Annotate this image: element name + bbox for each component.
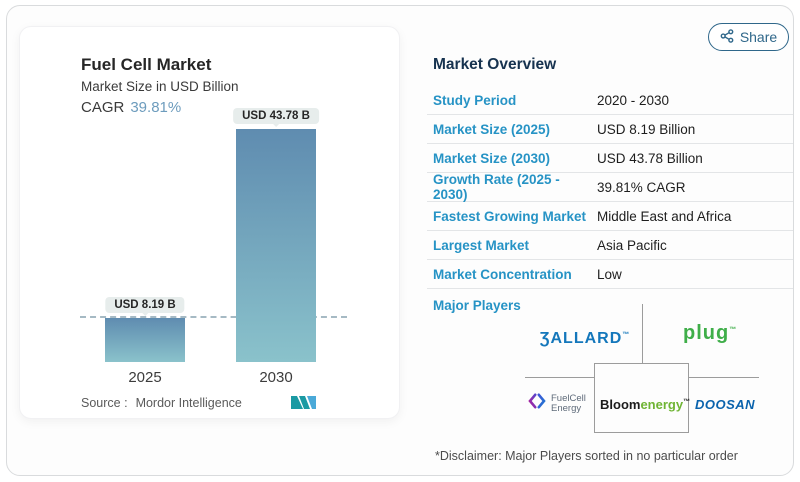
report-card: Fuel Cell Market Market Size in USD Bill… [6,5,794,476]
row-label: Market Size (2025) [433,121,551,137]
table-row: Study Period 2020 - 2030 [427,86,793,115]
tree-vertical-line [642,304,643,363]
trademark-symbol: ™ [729,326,738,334]
cagr-value: 39.81% [130,99,182,116]
bar-chart-plot: USD 8.19 B USD 43.78 B [20,27,401,362]
table-row: Market Size (2025) USD 8.19 Billion [427,115,793,144]
tree-branch-right [689,377,759,378]
x-axis-label-2030: 2030 [259,369,293,386]
bar-2030[interactable] [236,129,316,362]
bloom-energy-logo: Bloomenergy™ [600,397,690,412]
value-tooltip-2030: USD 43.78 B [233,108,319,124]
fuelcell-energy-logo: FuelCell Energy [528,392,586,415]
fuelcell-diamond-icon [528,392,546,415]
overview-table: Study Period 2020 - 2030 Market Size (20… [427,86,793,289]
overview-heading: Market Overview [433,56,557,73]
row-label: Largest Market [433,237,530,253]
mordor-intelligence-logo-icon [291,396,317,415]
table-row: Largest Market Asia Pacific [427,231,793,260]
bloom-logo-text-black: Bloom [600,397,641,412]
table-row: Market Size (2030) USD 43.78 Billion [427,144,793,173]
share-button-label: Share [739,29,778,45]
value-label-2030: USD 43.78 B [242,110,310,122]
chart-cagr: CAGR 39.81% [81,99,181,116]
fuelcell-text-line2: Energy [551,402,582,414]
baseline-dashed-line [80,316,347,318]
source-label: Source : [81,396,128,410]
plug-power-logo: plug™ [683,322,736,345]
row-label: Market Concentration [433,266,572,282]
value-tooltip-2025: USD 8.19 B [105,297,185,313]
cagr-label: CAGR [81,99,125,116]
trademark-symbol: ™ [683,398,691,406]
table-row: Market Concentration Low [427,260,793,289]
ballard-logo-text: ƷALLARD [539,330,623,347]
trademark-symbol: ™ [622,331,631,339]
source-value: Mordor Intelligence [135,396,242,410]
tree-center-box [594,363,689,433]
disclaimer-text: *Disclaimer: Major Players sorted in no … [435,449,738,463]
plug-logo-text: plug [683,322,730,344]
doosan-logo: DOOSAN [695,397,756,412]
row-label: Study Period [433,92,517,108]
chart-subtitle: Market Size in USD Billion [81,79,239,94]
row-value: USD 8.19 Billion [597,121,696,137]
tree-branch-left [525,377,594,378]
major-players-label: Major Players [433,298,521,313]
row-label: Growth Rate (2025 - 2030) [433,172,560,202]
row-label: Fastest Growing Market [433,208,587,224]
chart-title: Fuel Cell Market [81,55,212,74]
x-axis-label-2025: 2025 [128,369,162,386]
row-value: USD 43.78 Billion [597,150,703,166]
share-icon [720,28,734,46]
ballard-logo: ƷALLARD™ [535,330,635,348]
row-label: Market Size (2030) [433,150,551,166]
row-value: Middle East and Africa [597,208,732,224]
bar-2025[interactable] [105,318,185,362]
value-label-2025: USD 8.19 B [114,299,176,311]
fuelcell-text-line1: FuelCell [551,392,586,404]
table-row: Growth Rate (2025 - 2030) 39.81% CAGR [427,172,793,202]
row-value: 39.81% CAGR [597,179,686,195]
row-value: 2020 - 2030 [597,92,670,108]
bloom-logo-text-green: energy [640,397,684,412]
row-value: Low [597,266,622,282]
chart-card: Fuel Cell Market Market Size in USD Bill… [19,26,400,419]
row-value: Asia Pacific [597,237,667,253]
source-attribution: Source : Mordor Intelligence [81,396,242,410]
fuelcell-logo-text: FuelCell Energy [551,392,586,414]
share-button[interactable]: Share [708,23,789,51]
table-row: Fastest Growing Market Middle East and A… [427,202,793,231]
